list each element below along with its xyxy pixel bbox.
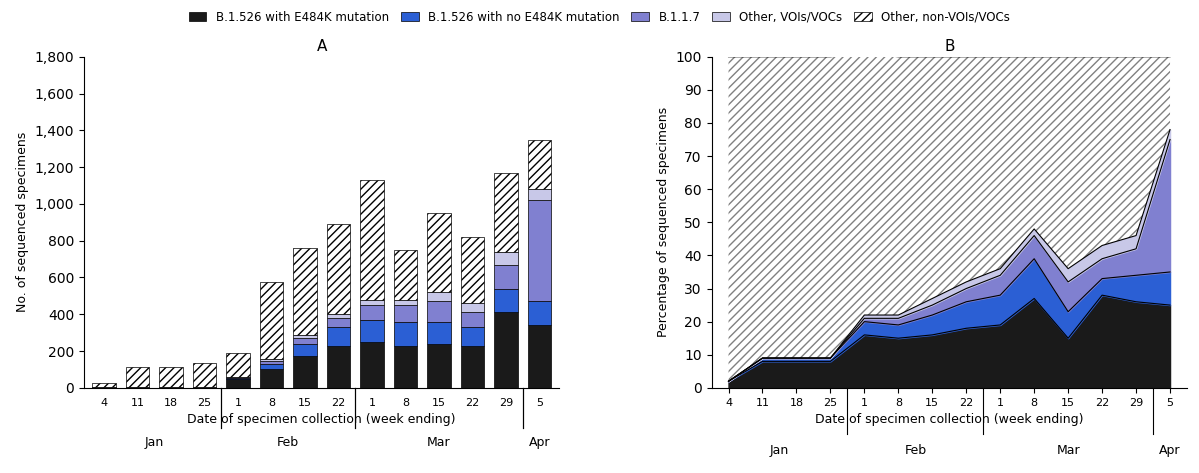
Y-axis label: Percentage of sequenced specimens: Percentage of sequenced specimens — [657, 107, 670, 337]
Title: A: A — [317, 39, 327, 54]
Bar — [260, 361, 283, 364]
Bar — [460, 327, 484, 346]
Bar — [460, 237, 484, 303]
Text: Jan: Jan — [770, 444, 789, 457]
Bar — [294, 338, 317, 344]
Bar — [494, 289, 518, 313]
Bar — [393, 299, 417, 305]
Bar — [494, 252, 518, 264]
Bar — [360, 305, 384, 320]
Bar — [460, 303, 484, 313]
Bar — [126, 387, 149, 388]
Bar — [360, 180, 384, 299]
Bar — [427, 292, 451, 301]
Bar — [393, 305, 417, 322]
Bar — [528, 301, 552, 325]
Bar — [326, 318, 350, 327]
Bar — [326, 224, 350, 314]
Bar — [227, 353, 249, 377]
Bar — [159, 367, 182, 387]
Bar — [494, 173, 518, 252]
Bar — [393, 346, 417, 388]
Bar — [260, 282, 283, 359]
Text: Mar: Mar — [427, 436, 451, 449]
Y-axis label: No. of sequenced specimens: No. of sequenced specimens — [16, 132, 29, 313]
Bar — [326, 327, 350, 346]
Bar — [528, 189, 552, 200]
Bar — [227, 379, 249, 388]
Bar — [260, 369, 283, 388]
Bar — [227, 378, 249, 379]
Text: Feb: Feb — [277, 436, 300, 449]
Bar — [427, 344, 451, 388]
Bar — [427, 213, 451, 292]
Bar — [126, 367, 149, 387]
Bar — [193, 363, 216, 387]
Bar — [360, 320, 384, 342]
Bar — [294, 356, 317, 388]
Bar — [528, 200, 552, 301]
Bar — [159, 387, 182, 388]
Bar — [294, 344, 317, 356]
Bar — [260, 359, 283, 361]
Bar — [294, 334, 317, 338]
Text: Apr: Apr — [529, 436, 550, 449]
Bar — [528, 140, 552, 189]
Text: Jan: Jan — [145, 436, 164, 449]
Bar — [92, 387, 116, 388]
Bar — [427, 301, 451, 322]
Bar — [260, 364, 283, 369]
Bar — [92, 383, 116, 387]
Legend: B.1.526 with E484K mutation, B.1.526 with no E484K mutation, B.1.1.7, Other, VOI: B.1.526 with E484K mutation, B.1.526 wit… — [183, 6, 1016, 28]
Bar — [393, 250, 417, 299]
Bar — [326, 346, 350, 388]
Bar — [528, 325, 552, 388]
Text: Feb: Feb — [904, 444, 927, 457]
X-axis label: Date of specimen collection (week ending): Date of specimen collection (week ending… — [815, 413, 1084, 426]
Bar — [393, 322, 417, 346]
Bar — [360, 299, 384, 305]
Title: B: B — [944, 39, 954, 54]
Bar — [460, 346, 484, 388]
Bar — [460, 313, 484, 327]
Text: Mar: Mar — [1056, 444, 1080, 457]
Bar — [360, 342, 384, 388]
Bar — [494, 264, 518, 289]
Bar — [427, 322, 451, 344]
Bar — [326, 314, 350, 318]
Bar — [294, 248, 317, 334]
X-axis label: Date of specimen collection (week ending): Date of specimen collection (week ending… — [187, 413, 456, 426]
Bar — [494, 313, 518, 388]
Bar — [193, 387, 216, 388]
Text: Apr: Apr — [1159, 444, 1181, 457]
